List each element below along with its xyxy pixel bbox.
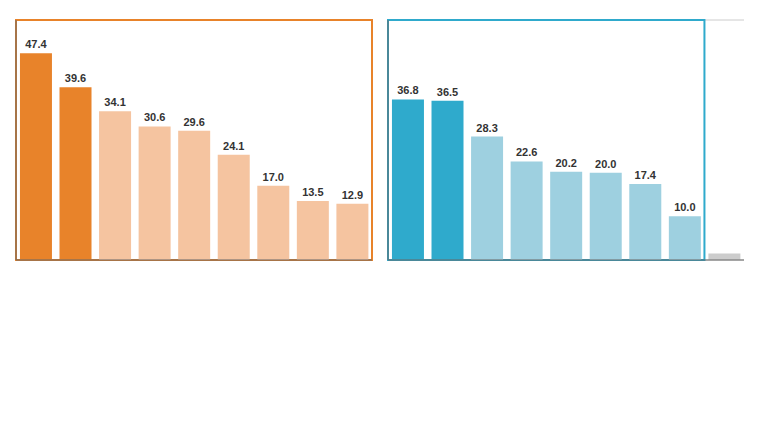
svg-text:22.6: 22.6 (516, 146, 537, 158)
svg-text:36.8: 36.8 (397, 84, 418, 96)
svg-text:20.0: 20.0 (595, 158, 616, 170)
svg-text:36.5: 36.5 (437, 86, 458, 98)
svg-text:39.6: 39.6 (65, 72, 86, 84)
svg-text:17.0: 17.0 (263, 171, 284, 183)
svg-text:34.1: 34.1 (104, 96, 125, 108)
svg-text:47.4: 47.4 (25, 38, 47, 50)
svg-text:28.3: 28.3 (476, 122, 497, 134)
svg-text:29.6: 29.6 (183, 116, 204, 128)
svg-text:12.9: 12.9 (342, 189, 363, 201)
svg-text:20.2: 20.2 (555, 157, 576, 169)
svg-text:30.6: 30.6 (144, 111, 165, 123)
svg-text:17.4: 17.4 (635, 169, 657, 181)
svg-text:13.5: 13.5 (302, 186, 323, 198)
svg-text:10.0: 10.0 (674, 201, 695, 213)
svg-text:24.1: 24.1 (223, 140, 244, 152)
